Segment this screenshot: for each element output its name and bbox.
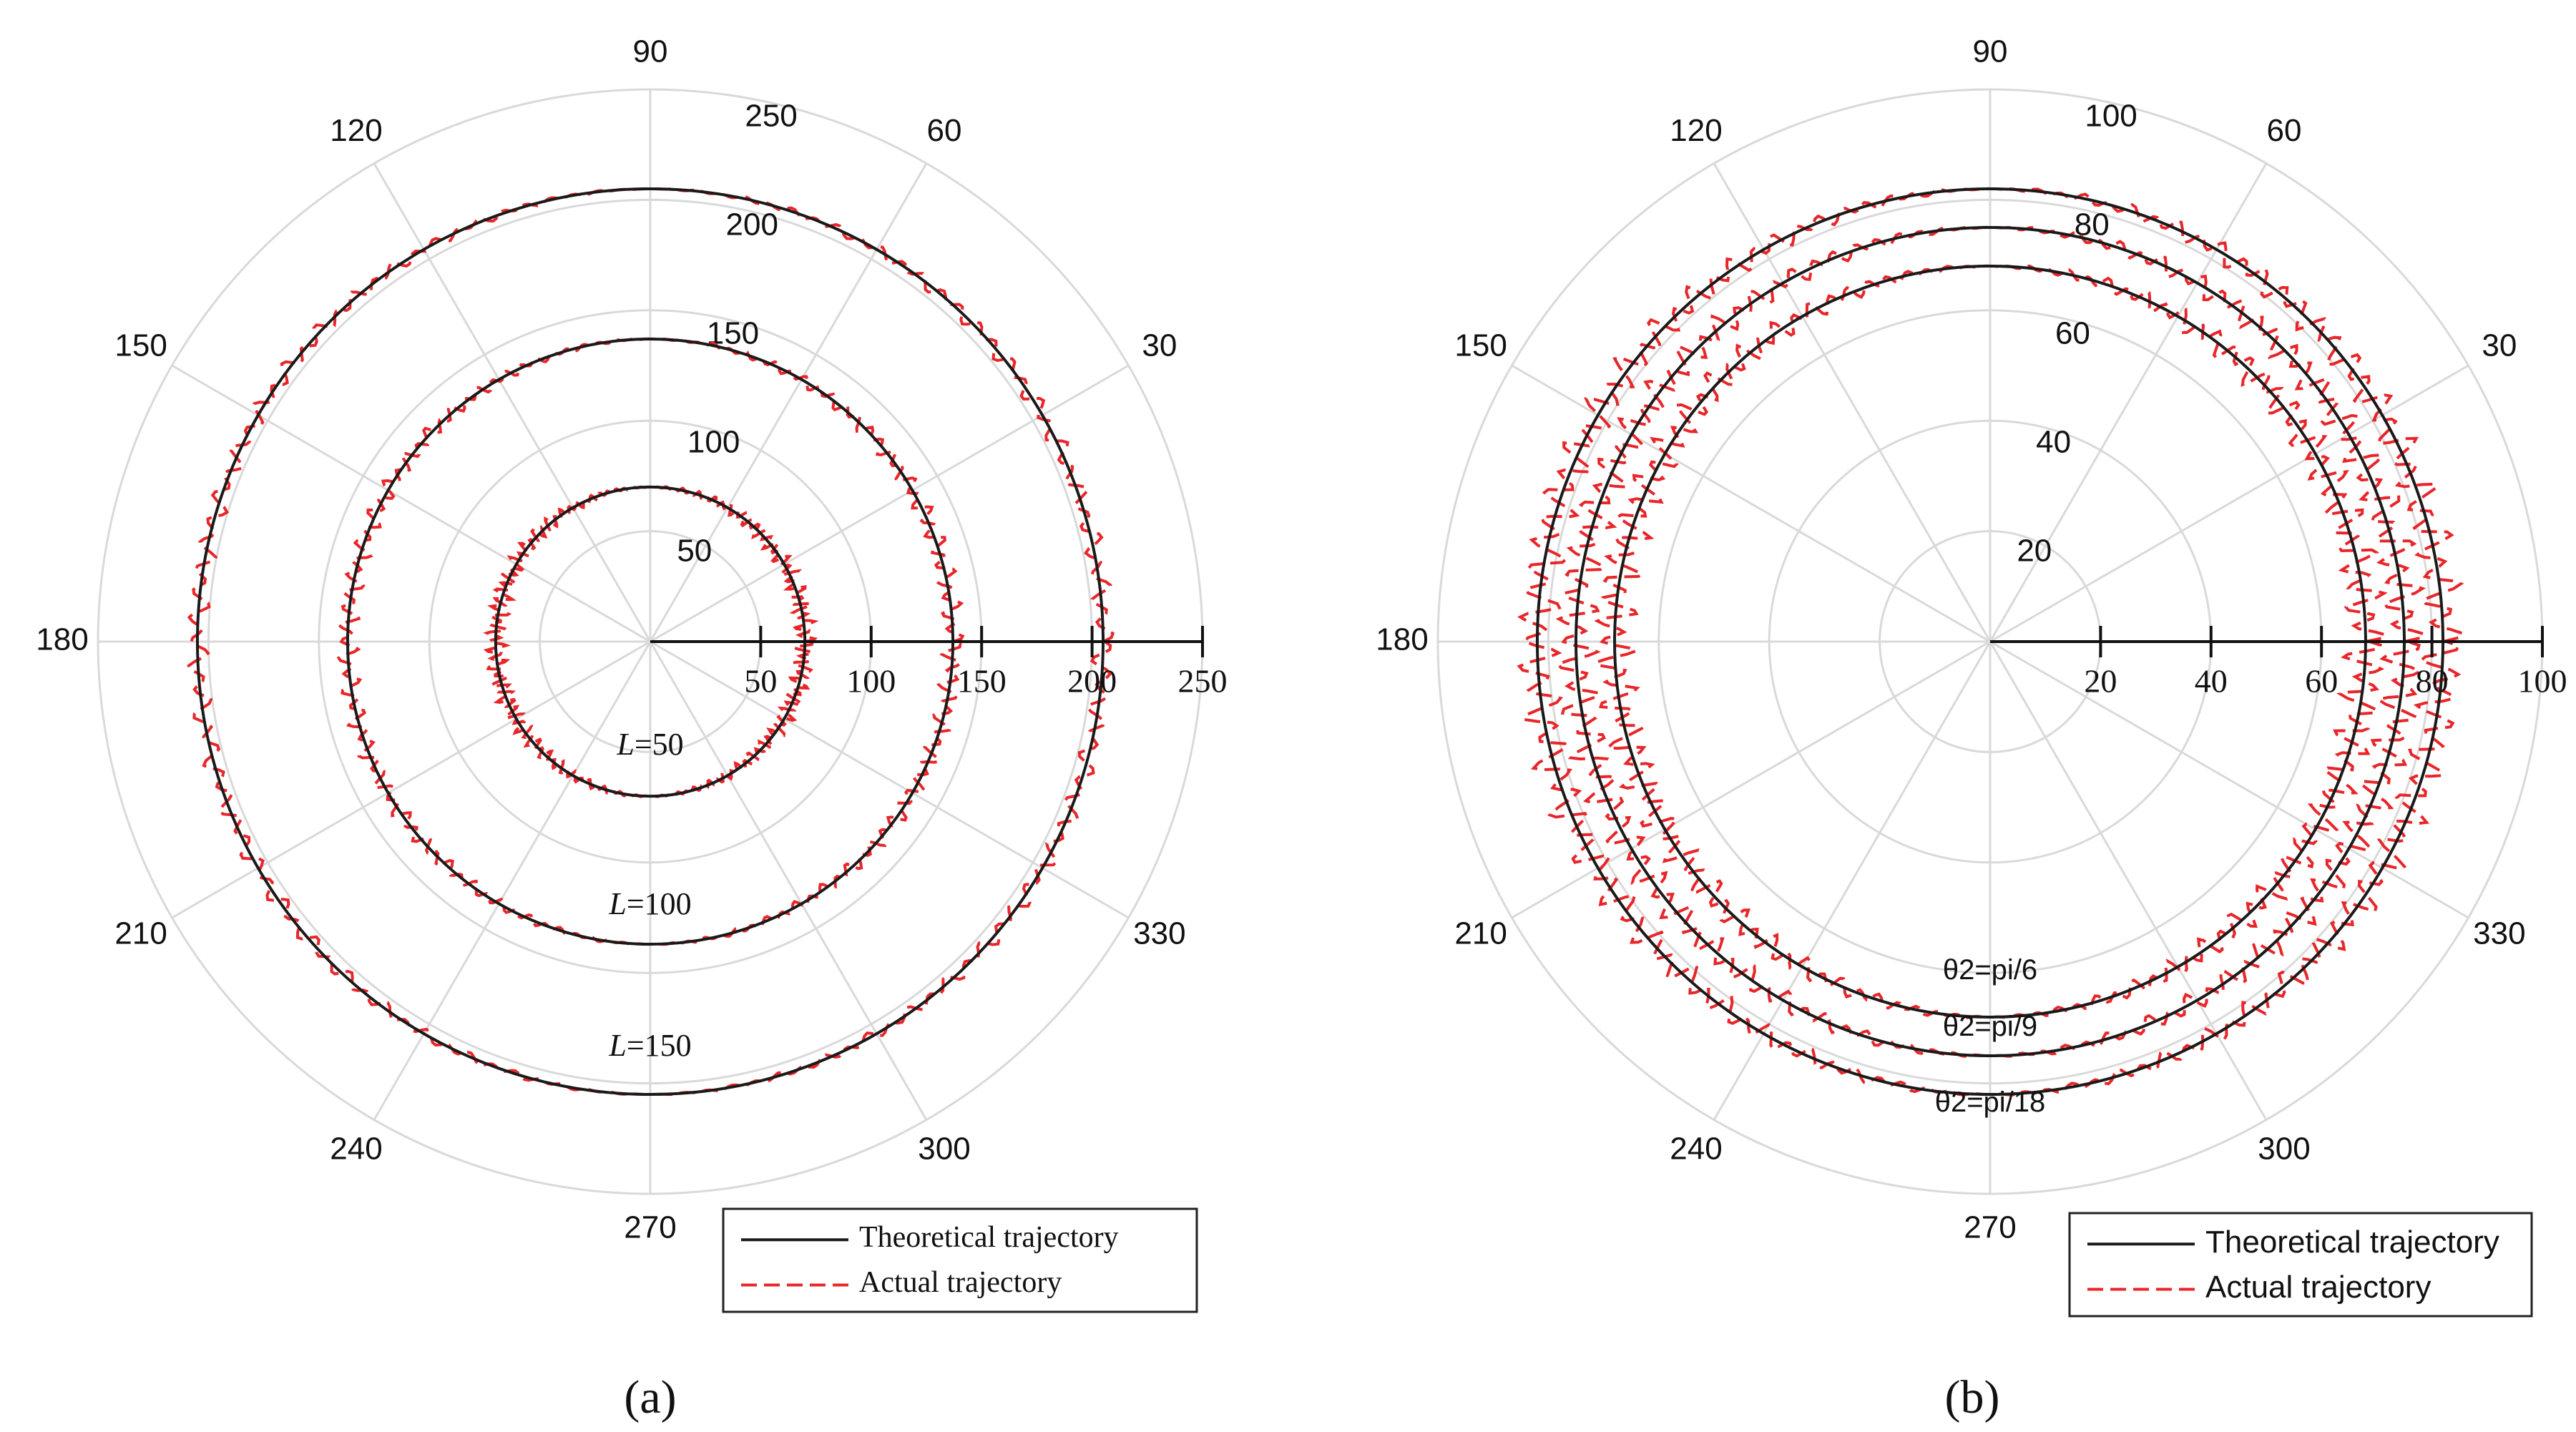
angle-tick-label: 150 xyxy=(114,328,167,363)
annotation-prefix: L xyxy=(608,886,626,921)
actual-trajectory-series xyxy=(1517,187,2465,1097)
actual-trajectory-curve xyxy=(1555,225,2426,1058)
angle-tick-label: 210 xyxy=(1454,916,1507,951)
radial-tick-label: 50 xyxy=(677,534,712,569)
curve-annotation: θ2=pi/6 xyxy=(1943,954,2037,986)
angle-tick-label: 30 xyxy=(2482,328,2517,363)
annotation-prefix: L xyxy=(616,727,634,762)
angle-tick-label: 270 xyxy=(624,1210,676,1245)
annotation-value: =150 xyxy=(627,1028,692,1063)
radial-axis-tick-label: 50 xyxy=(744,663,777,700)
grid-spoke xyxy=(373,162,652,642)
panel-b-polar-chart: 30 60 90 120 150 180 210 240 270 300 330 20 40 60 80 10… xyxy=(1376,34,2567,1424)
angle-tick-label: 300 xyxy=(2258,1131,2310,1166)
angle-tick-label: 240 xyxy=(330,1131,382,1166)
angle-tick-label: 120 xyxy=(1670,113,1722,148)
grid-spoke xyxy=(649,162,928,642)
radial-axis-tick-label: 100 xyxy=(846,663,896,700)
grid-spoke xyxy=(1713,162,1992,642)
angle-tick-label: 30 xyxy=(1142,328,1177,363)
grid-spoke xyxy=(373,641,652,1121)
actual-trajectory-curve xyxy=(336,337,965,946)
actual-trajectory-curve xyxy=(1593,264,2388,1019)
grid-spoke xyxy=(1989,162,2268,642)
grid-spoke xyxy=(1713,641,1992,1121)
legend: Theoretical trajectory Actual trajectory xyxy=(722,1207,1198,1313)
grid-spoke xyxy=(650,364,1130,643)
grid-spoke xyxy=(1989,641,2268,1121)
angle-tick-label: 120 xyxy=(330,113,382,148)
radial-axis-tick-label: 20 xyxy=(2084,663,2117,700)
panel-label: (b) xyxy=(1945,1371,2000,1423)
angle-tick-label: 330 xyxy=(2473,916,2525,951)
panel-label: (a) xyxy=(624,1371,676,1423)
radial-axis-tick-label: 80 xyxy=(2416,663,2449,700)
legend-label-theoretical: Theoretical trajectory xyxy=(859,1221,1119,1254)
angle-tick-label: 60 xyxy=(2267,113,2302,148)
curve-annotation: θ2=pi/9 xyxy=(1943,1011,2037,1042)
angle-tick-label: 180 xyxy=(1376,622,1428,657)
radial-tick-label: 100 xyxy=(687,425,740,460)
angle-tick-label: 150 xyxy=(1454,328,1507,363)
grid-spoke xyxy=(1989,640,2469,919)
actual-trajectory-curve xyxy=(1517,187,2465,1097)
angle-labels: 30 60 90 120 150 180 210 240 270 300 330 xyxy=(1376,34,2525,1245)
angle-tick-label: 330 xyxy=(1133,916,1185,951)
grid-spoke xyxy=(1511,364,1991,643)
radial-axis-tick-label: 40 xyxy=(2195,663,2228,700)
radial-axis: 20 40 60 80 100 xyxy=(1990,626,2567,700)
legend-label-theoretical: Theoretical trajectory xyxy=(2205,1225,2499,1260)
radial-tick-label: 40 xyxy=(2036,425,2071,460)
actual-trajectory-curve xyxy=(483,485,819,798)
radial-tick-label: 200 xyxy=(726,207,778,242)
curve-annotation: L=150 xyxy=(608,1028,691,1063)
radial-tick-label: 60 xyxy=(2055,315,2090,350)
curve-annotation: L=100 xyxy=(608,886,691,921)
angle-labels: 30 60 90 120 150 180 210 240 270 300 330 xyxy=(36,34,1185,1245)
angle-tick-label: 60 xyxy=(927,113,962,148)
grid-spoke xyxy=(650,640,1130,919)
grid-spoke xyxy=(1989,364,2469,643)
radial-tick-label: 250 xyxy=(745,98,797,133)
radial-axis-tick-label: 100 xyxy=(2518,663,2567,700)
annotation-value: =50 xyxy=(635,727,684,762)
radial-axis: 50 100 150 200 250 xyxy=(650,626,1228,700)
grid-spoke xyxy=(171,364,651,643)
grid-spoke xyxy=(1511,640,1991,919)
curve-annotations: θ2=pi/6 θ2=pi/9 θ2=pi/18 xyxy=(1935,954,2046,1118)
annotation-prefix: L xyxy=(608,1028,626,1063)
annotation-value: θ2=pi/9 xyxy=(1943,1011,2037,1042)
angle-tick-label: 90 xyxy=(633,34,668,69)
legend-label-actual: Actual trajectory xyxy=(2205,1270,2431,1305)
radial-tick-label: 20 xyxy=(2017,534,2052,569)
radial-axis-tick-label: 200 xyxy=(1067,663,1117,700)
angle-tick-label: 270 xyxy=(1964,1210,2016,1245)
radial-axis-tick-label: 150 xyxy=(957,663,1007,700)
radial-axis-tick-label: 60 xyxy=(2305,663,2338,700)
curve-annotation: L=50 xyxy=(616,727,683,762)
legend: Theoretical trajectory Actual trajectory xyxy=(2068,1212,2533,1318)
legend-box xyxy=(2068,1212,2533,1318)
curve-annotation: θ2=pi/18 xyxy=(1935,1087,2046,1118)
annotation-value: θ2=pi/6 xyxy=(1943,954,2037,986)
actual-trajectory-series xyxy=(187,187,1115,1097)
legend-box xyxy=(722,1207,1198,1313)
legend-label-actual: Actual trajectory xyxy=(859,1266,1062,1299)
annotation-value: =100 xyxy=(627,886,692,921)
angle-tick-label: 90 xyxy=(1973,34,2008,69)
angle-tick-label: 240 xyxy=(1670,1131,1722,1166)
angle-tick-label: 180 xyxy=(36,622,88,657)
grid-spoke xyxy=(649,641,928,1121)
annotation-value: θ2=pi/18 xyxy=(1935,1087,2046,1118)
radial-tick-label: 100 xyxy=(2085,98,2137,133)
angle-tick-label: 300 xyxy=(918,1131,970,1166)
grid-spoke xyxy=(171,640,651,919)
angle-tick-label: 210 xyxy=(114,916,167,951)
radial-axis-tick-label: 250 xyxy=(1178,663,1228,700)
panel-a-polar-chart: 30 60 90 120 150 180 210 240 270 300 330 50 100 150 20… xyxy=(36,34,1227,1424)
